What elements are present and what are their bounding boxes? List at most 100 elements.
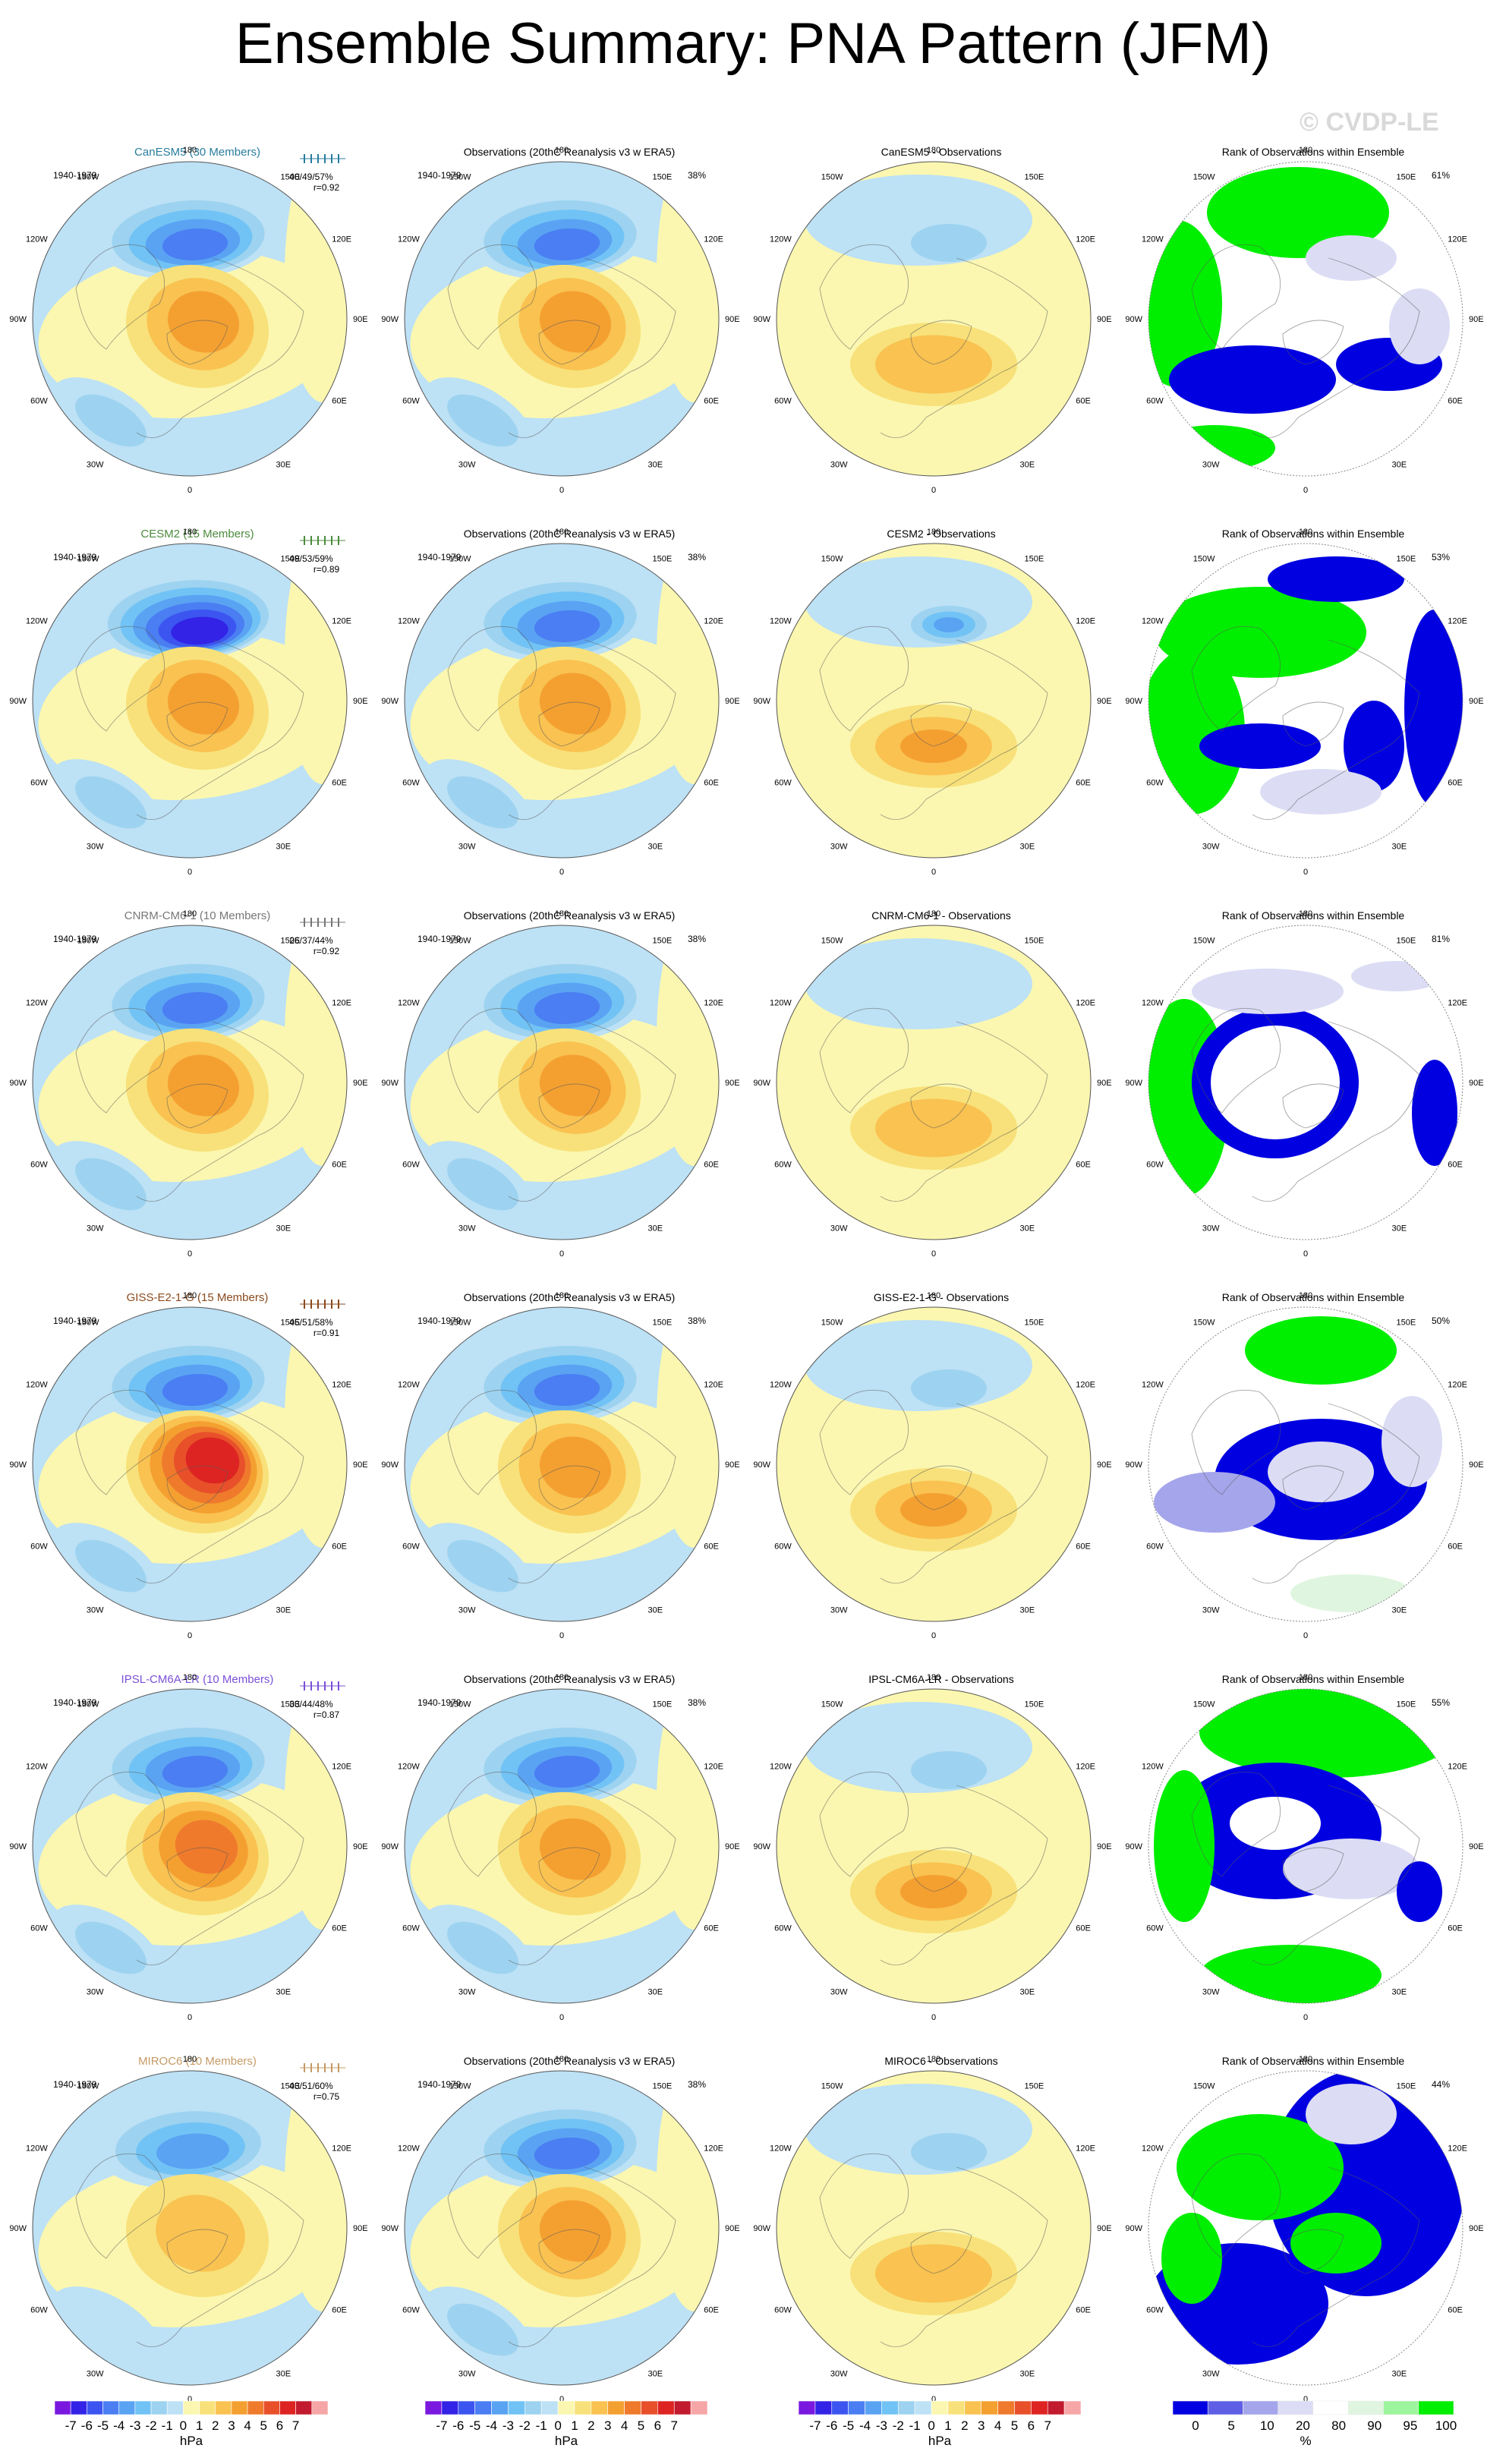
colorbar-swatch (1047, 2400, 1065, 2415)
lon-label: 60E (1448, 2306, 1463, 2315)
lon-label: 90E (353, 1460, 368, 1470)
lon-label: 150W (821, 937, 843, 946)
colorbar-swatch (591, 2400, 609, 2415)
rank-region (1268, 556, 1404, 602)
rank-region (1290, 2213, 1382, 2273)
lon-label: 90E (725, 1460, 740, 1470)
rank-colorbar-tick: 95 (1403, 2418, 1417, 2433)
lon-label: 120E (1448, 2144, 1467, 2154)
coastline (75, 1007, 304, 1202)
colorbar-swatch (279, 2400, 296, 2415)
rank-region (1199, 723, 1321, 769)
lon-label: 0 (931, 2395, 936, 2404)
rank-region (1268, 1442, 1374, 1502)
lon-label: 120W (1142, 617, 1164, 626)
rank-title: Rank of Observations within Ensemble (1222, 146, 1405, 158)
lon-label: 30E (1392, 1224, 1407, 1233)
lon-label: 180 (555, 909, 569, 918)
lon-label: 90W (381, 315, 399, 324)
lon-label: 120E (704, 1381, 723, 1390)
lon-label: 60E (1448, 1161, 1463, 1170)
aleutian-low-level (162, 1755, 228, 1788)
lon-label: 150W (77, 173, 99, 182)
difference-map (777, 162, 1091, 476)
colorbar-tick: 5 (638, 2418, 644, 2433)
lon-label: 180 (555, 146, 569, 155)
lon-label: 30W (458, 842, 476, 851)
rank-percent: 44% (1432, 2079, 1450, 2090)
map-border (404, 1306, 720, 1622)
lon-label: 150E (1025, 1319, 1044, 1328)
colorbar-swatch (166, 2400, 184, 2415)
rank-title: Rank of Observations within Ensemble (1222, 909, 1405, 922)
lon-label: 90W (1125, 2224, 1142, 2233)
lon-label: 60E (1448, 397, 1463, 406)
period-label: 1940-1979 (417, 934, 462, 944)
lon-label: 60W (30, 779, 48, 788)
pattern-map (33, 1307, 347, 1621)
lon-label: 30E (1392, 2369, 1407, 2378)
lon-label: 120W (1142, 1763, 1164, 1772)
rank-percent: 53% (1432, 552, 1450, 562)
lon-label: 90E (725, 697, 740, 706)
colorbar-tick: 6 (1028, 2418, 1035, 2433)
aleutian-low-level (534, 2137, 600, 2170)
colorbar-tick: -4 (113, 2418, 124, 2433)
lon-label: 90E (353, 697, 368, 706)
lon-label: 150E (653, 1700, 673, 1709)
lon-label: 150E (1397, 937, 1416, 946)
lon-label: 90W (9, 1842, 27, 1851)
arctic-high-level (539, 2200, 612, 2262)
rank-percent: 55% (1432, 1697, 1450, 1708)
aleutian-low-level (534, 1755, 600, 1788)
lon-label: 150E (281, 1700, 301, 1709)
colorbar-tick: -5 (469, 2418, 480, 2433)
colorbar-tick: 0 (928, 2418, 934, 2433)
lon-label: 120E (332, 617, 351, 626)
difference-map (777, 1307, 1091, 1621)
lon-label: 150W (77, 2082, 99, 2091)
colorbar-tick: -6 (826, 2418, 837, 2433)
pattern-map (405, 162, 719, 476)
obs-percent: 38% (688, 934, 706, 944)
colorbar-swatch (215, 2400, 232, 2415)
lon-label: 60E (704, 1542, 719, 1552)
lon-label: 90W (1125, 1079, 1142, 1088)
coastline (75, 1389, 304, 1584)
lon-label: 150E (281, 2082, 301, 2091)
lon-label: 90E (353, 1079, 368, 1088)
lon-label: 0 (931, 1249, 936, 1259)
period-label: 1940-1979 (53, 1315, 97, 1326)
colorbar-tick: 4 (244, 2418, 250, 2433)
lon-label: 60W (30, 1542, 48, 1552)
lon-label: 0 (1303, 1249, 1308, 1259)
colorbar-swatch (54, 2400, 71, 2415)
model-label: MIROC6 (10 Members) (138, 2055, 257, 2068)
lon-label: 120E (332, 1763, 351, 1772)
rank-colorbar-tick: 5 (1227, 2418, 1234, 2433)
lon-label: 120E (704, 235, 723, 244)
rank-map (1148, 544, 1463, 858)
lon-label: 120W (770, 1763, 792, 1772)
correlation-label: r=0.91 (313, 1328, 340, 1338)
positive-band-east (657, 925, 719, 1166)
lon-label: 60W (774, 1161, 792, 1170)
lon-label: 60E (1076, 1161, 1091, 1170)
difference-map (777, 925, 1091, 1240)
period-label: 1940-1979 (417, 552, 462, 562)
obs-percent: 38% (688, 552, 706, 562)
colorbar-tick: -5 (843, 2418, 854, 2433)
lon-label: 180 (1299, 909, 1312, 918)
colorbar-tick: 0 (554, 2418, 561, 2433)
coastline (447, 1389, 676, 1584)
lon-label: 60E (1076, 2306, 1091, 2315)
lon-label: 180 (555, 528, 569, 537)
lon-label: 180 (1299, 2055, 1312, 2064)
lon-label: 30W (458, 2369, 476, 2378)
colorbar-swatch (1014, 2400, 1032, 2415)
coastline (75, 2153, 304, 2348)
lon-label: 150W (1193, 937, 1215, 946)
colorbar-swatch (70, 2400, 87, 2415)
lon-label: 60E (1076, 779, 1091, 788)
